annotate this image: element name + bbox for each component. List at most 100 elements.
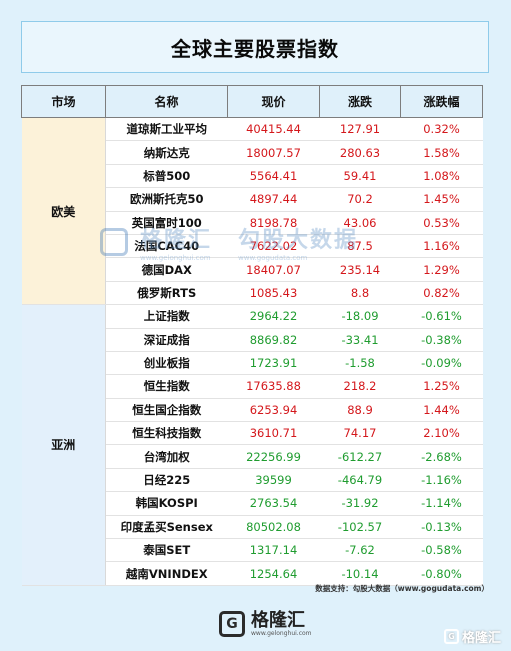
change-pct-cell: 1.58% bbox=[400, 140, 483, 165]
footer-logo: G 格隆汇 www.gelonghui.com bbox=[219, 610, 312, 638]
index-name-cell: 欧洲斯托克50 bbox=[105, 187, 228, 212]
index-name-cell: 恒生科技指数 bbox=[105, 421, 228, 446]
price-cell: 1254.64 bbox=[227, 561, 320, 586]
change-cell: -464.79 bbox=[319, 468, 401, 493]
change-cell: -612.27 bbox=[319, 444, 401, 469]
change-cell: 59.41 bbox=[319, 164, 401, 189]
table-row: 创业板指 1723.91 -1.58 -0.09% bbox=[22, 351, 483, 376]
index-name-cell: 标普500 bbox=[105, 164, 228, 189]
table-row: 泰国SET 1317.14 -7.62 -0.58% bbox=[22, 538, 483, 563]
table-row: 韩国KOSPI 2763.54 -31.92 -1.14% bbox=[22, 491, 483, 516]
table-row: 恒生科技指数 3610.71 74.17 2.10% bbox=[22, 421, 483, 446]
price-cell: 7622.02 bbox=[227, 234, 320, 259]
change-cell: -33.41 bbox=[319, 328, 401, 352]
price-cell: 22256.99 bbox=[227, 444, 320, 469]
change-pct-cell: 1.44% bbox=[400, 398, 483, 423]
index-name-cell: 深证成指 bbox=[105, 328, 228, 352]
corner-watermark: G 格隆汇 bbox=[443, 627, 501, 646]
table-row: 英国富时100 8198.78 43.06 0.53% bbox=[22, 211, 483, 235]
index-name-cell: 泰国SET bbox=[105, 538, 228, 563]
table-row: 俄罗斯RTS 1085.43 8.8 0.82% bbox=[22, 281, 483, 306]
change-pct-cell: -0.61% bbox=[400, 304, 483, 329]
change-pct-cell: 1.08% bbox=[400, 164, 483, 189]
index-name-cell: 越南VNINDEX bbox=[105, 561, 228, 586]
table-row: 标普500 5564.41 59.41 1.08% bbox=[22, 164, 483, 189]
gelonghui-logo-icon: G bbox=[219, 611, 245, 637]
index-name-cell: 恒生国企指数 bbox=[105, 398, 228, 423]
table-row: 日经225 39599 -464.79 -1.16% bbox=[22, 468, 483, 493]
table-row: 欧美 道琼斯工业平均 40415.44 127.91 0.32% bbox=[21, 117, 483, 306]
price-cell: 18407.07 bbox=[227, 257, 320, 282]
footer-brand: 格隆汇 bbox=[251, 609, 305, 631]
index-name-cell: 纳斯达克 bbox=[105, 140, 228, 165]
index-name-cell: 俄罗斯RTS bbox=[105, 281, 228, 306]
table-row: 亚洲 上证指数 2964.22 -18.09 -0.61% bbox=[21, 304, 483, 586]
table-row: 恒生国企指数 6253.94 88.9 1.44% bbox=[22, 398, 483, 423]
change-cell: 218.2 bbox=[319, 374, 401, 399]
index-name-cell: 恒生指数 bbox=[105, 374, 228, 399]
table-row: 印度孟买Sensex 80502.08 -102.57 -0.13% bbox=[22, 515, 483, 540]
index-name-cell: 上证指数 bbox=[105, 304, 228, 329]
price-cell: 3610.71 bbox=[227, 421, 320, 446]
corner-brand: 格隆汇 bbox=[461, 631, 501, 646]
change-pct-cell: -0.38% bbox=[400, 328, 483, 352]
change-cell: -7.62 bbox=[319, 538, 401, 563]
change-cell: -1.58 bbox=[319, 351, 401, 376]
change-pct-cell: 1.16% bbox=[400, 234, 483, 259]
table-row: 德国DAX 18407.07 235.14 1.29% bbox=[22, 257, 483, 282]
change-pct-cell: 0.32% bbox=[400, 117, 483, 142]
header-price: 现价 bbox=[227, 85, 320, 118]
change-cell: 280.63 bbox=[319, 140, 401, 165]
header-change-pct: 涨跌幅 bbox=[400, 85, 483, 118]
table-row: 恒生指数 17635.88 218.2 1.25% bbox=[22, 374, 483, 399]
change-pct-cell: 0.53% bbox=[400, 211, 483, 235]
title-box: 全球主要股票指数 bbox=[21, 21, 489, 73]
change-cell: 127.91 bbox=[319, 117, 401, 142]
index-name-cell: 印度孟买Sensex bbox=[105, 515, 228, 540]
index-name-cell: 德国DAX bbox=[105, 257, 228, 282]
change-pct-cell: 1.45% bbox=[400, 187, 483, 212]
table-row: 台湾加权 22256.99 -612.27 -2.68% bbox=[22, 444, 483, 469]
change-cell: 235.14 bbox=[319, 257, 401, 282]
index-name-cell: 台湾加权 bbox=[105, 444, 228, 469]
price-cell: 8198.78 bbox=[227, 211, 320, 235]
change-cell: -18.09 bbox=[319, 304, 401, 329]
change-pct-cell: -0.58% bbox=[400, 538, 483, 563]
index-name-cell: 英国富时100 bbox=[105, 211, 228, 235]
change-pct-cell: -0.09% bbox=[400, 351, 483, 376]
change-cell: 43.06 bbox=[319, 211, 401, 235]
price-cell: 8869.82 bbox=[227, 328, 320, 352]
index-name-cell: 道琼斯工业平均 bbox=[105, 117, 228, 142]
index-name-cell: 法国CAC40 bbox=[105, 234, 228, 259]
table-row: 越南VNINDEX 1254.64 -10.14 -0.80% bbox=[22, 561, 483, 586]
price-cell: 40415.44 bbox=[227, 117, 320, 142]
change-pct-cell: -2.68% bbox=[400, 444, 483, 469]
region-cell: 欧美 bbox=[21, 117, 106, 306]
table-body: 欧美 道琼斯工业平均 40415.44 127.91 0.32% 纳斯达克 18007.57… bbox=[21, 117, 483, 586]
table-row: 纳斯达克 18007.57 280.63 1.58% bbox=[22, 140, 483, 165]
change-cell: -10.14 bbox=[319, 561, 401, 586]
index-name-cell: 韩国KOSPI bbox=[105, 491, 228, 516]
table-row: 深证成指 8869.82 -33.41 -0.38% bbox=[22, 328, 483, 352]
price-cell: 1085.43 bbox=[227, 281, 320, 306]
price-cell: 17635.88 bbox=[227, 374, 320, 399]
data-source-note: 数据支持：勾股大数据（www.gogudata.com） bbox=[315, 584, 489, 593]
price-cell: 4897.44 bbox=[227, 187, 320, 212]
change-pct-cell: 2.10% bbox=[400, 421, 483, 446]
change-pct-cell: -0.80% bbox=[400, 561, 483, 586]
price-cell: 2763.54 bbox=[227, 491, 320, 516]
change-pct-cell: 1.25% bbox=[400, 374, 483, 399]
region-cell: 亚洲 bbox=[21, 304, 106, 586]
index-name-cell: 创业板指 bbox=[105, 351, 228, 376]
index-name-cell: 日经225 bbox=[105, 468, 228, 493]
price-cell: 5564.41 bbox=[227, 164, 320, 189]
change-pct-cell: 0.82% bbox=[400, 281, 483, 306]
change-cell: 8.8 bbox=[319, 281, 401, 306]
footer-url: www.gelonghui.com bbox=[251, 629, 312, 637]
change-pct-cell: -0.13% bbox=[400, 515, 483, 540]
change-pct-cell: 1.29% bbox=[400, 257, 483, 282]
corner-logo-icon: G bbox=[443, 629, 459, 644]
price-cell: 6253.94 bbox=[227, 398, 320, 423]
change-cell: 70.2 bbox=[319, 187, 401, 212]
change-pct-cell: -1.16% bbox=[400, 468, 483, 493]
